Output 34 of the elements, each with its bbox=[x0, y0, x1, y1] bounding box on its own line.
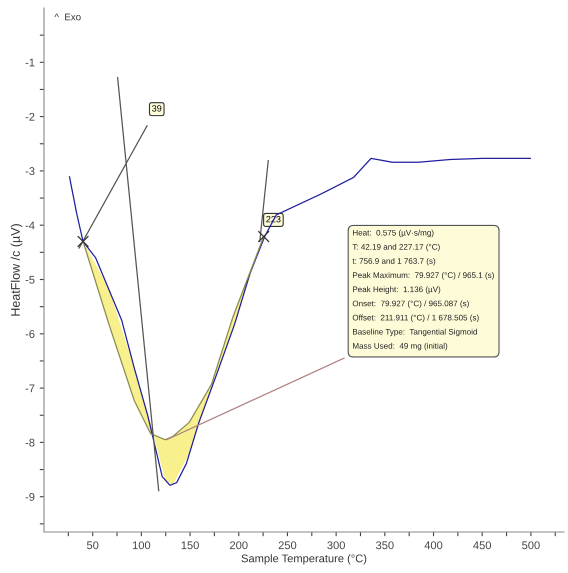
annotation: Baseline Type: Tangential Sigmoid bbox=[353, 328, 477, 336]
y-tick-label: -4 bbox=[26, 222, 35, 230]
x-tick-label: 150 bbox=[182, 541, 199, 550]
y-axis-title: HeatFlow /c (µV) bbox=[10, 224, 22, 316]
y-tick-label: -1 bbox=[26, 58, 34, 66]
x-tick-label: 250 bbox=[278, 541, 296, 550]
y-tick-label: -2 bbox=[26, 112, 34, 121]
annotation: Offset: 211.911 (°C) / 1 678.505 (s) bbox=[352, 314, 479, 322]
x-tick-label: 300 bbox=[327, 541, 345, 550]
x-tick-label: 50 bbox=[86, 541, 98, 550]
y-tick-label: -7 bbox=[26, 384, 34, 392]
y-tick-label: -8 bbox=[26, 438, 34, 447]
line-series bbox=[68, 158, 531, 486]
x-axis-title: Sample Temperature (°C) bbox=[242, 554, 366, 565]
annotation: T: 42.19 and 227.17 (°C) bbox=[352, 244, 440, 252]
annotation: Peak Height: 1.136 (µV) bbox=[353, 286, 440, 294]
line-series bbox=[82, 236, 264, 440]
annotation: Heat: 0.575 (µV·s/mg) bbox=[353, 230, 434, 238]
annotation: Mass Used: 49 mg (initial) bbox=[353, 342, 448, 350]
y-tick-label: -3 bbox=[26, 167, 34, 176]
y-tick-label: -9 bbox=[26, 492, 34, 501]
x-tick-label: 450 bbox=[473, 541, 492, 550]
x-tick-label: 350 bbox=[376, 541, 394, 550]
x-tick-label: 200 bbox=[230, 541, 248, 550]
annotation: 39 bbox=[152, 105, 162, 112]
x-tick-label: 400 bbox=[424, 541, 442, 550]
y-tick-label: -6 bbox=[26, 330, 34, 338]
annotation: t: 756.9 and 1 763.7 (s) bbox=[352, 258, 436, 266]
y-tick-label: -5 bbox=[26, 276, 35, 284]
annotation: ^ Exo bbox=[54, 14, 81, 20]
annotation: Peak Maximum: 79.927 (°C) / 965.1 (s) bbox=[353, 272, 494, 280]
x-tick-label: 100 bbox=[132, 541, 150, 550]
x-tick-label: 500 bbox=[522, 541, 540, 550]
annotation: Onset: 79.927 (°C) / 965.087 (s) bbox=[352, 300, 469, 308]
